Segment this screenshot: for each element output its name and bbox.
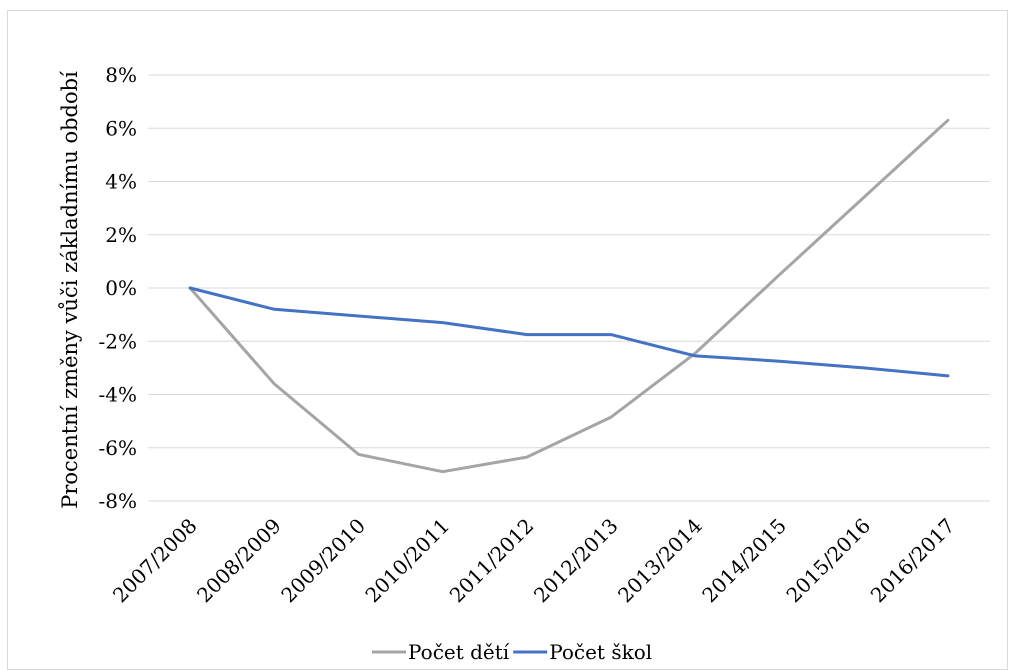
x-axis-tick-labels: 2007/20082008/20092009/20102010/20112011…	[108, 514, 960, 608]
y-tick-label: 6%	[105, 116, 137, 140]
x-tick-label: 2010/2011	[361, 514, 455, 608]
y-tick-label: -4%	[99, 383, 138, 407]
y-axis-label: Procentní změny vůči základnímu období	[58, 71, 82, 509]
legend-label: Počet škol	[549, 640, 652, 664]
x-tick-label: 2016/2017	[866, 514, 960, 608]
x-tick-label: 2008/2009	[192, 514, 286, 608]
legend: Počet dětí Počet škol	[372, 640, 652, 664]
x-tick-label: 2013/2014	[613, 514, 707, 608]
x-tick-label: 2012/2013	[529, 514, 623, 608]
y-tick-label: 8%	[105, 63, 137, 87]
y-tick-label: 4%	[105, 170, 137, 194]
x-tick-label: 2009/2010	[276, 514, 370, 608]
series-lines	[188, 118, 950, 474]
series-line	[188, 286, 950, 378]
x-tick-label: 2014/2015	[697, 514, 791, 608]
x-tick-label: 2011/2012	[445, 514, 539, 608]
y-tick-label: -2%	[99, 329, 138, 353]
legend-label: Počet dětí	[408, 640, 510, 664]
x-tick-label: 2007/2008	[108, 514, 202, 608]
y-tick-label: -6%	[99, 436, 138, 460]
x-tick-label: 2015/2016	[782, 514, 876, 608]
y-tick-label: 2%	[105, 223, 137, 247]
chart-frame	[7, 10, 1008, 670]
y-axis-tick-labels: -8% -6% -4% -2% 0% 2% 4% 6% 8%	[99, 63, 138, 513]
series-line	[188, 118, 950, 474]
y-tick-label: -8%	[99, 489, 138, 513]
y-tick-label: 0%	[105, 276, 137, 300]
gridlines	[148, 74, 990, 502]
